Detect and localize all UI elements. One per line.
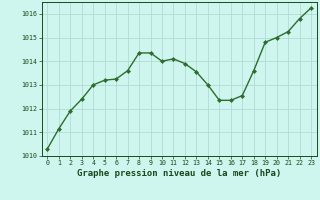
X-axis label: Graphe pression niveau de la mer (hPa): Graphe pression niveau de la mer (hPa) <box>77 169 281 178</box>
